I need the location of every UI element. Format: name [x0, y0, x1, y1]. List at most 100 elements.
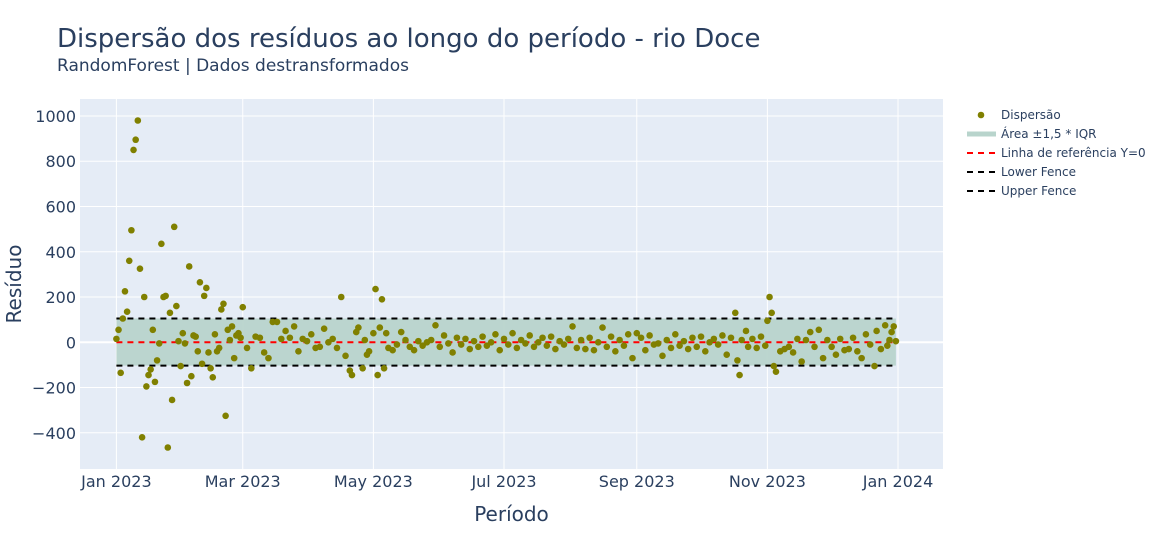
scatter-point	[569, 323, 576, 330]
scatter-point	[359, 364, 366, 372]
scatter-point	[316, 343, 324, 351]
scatter-point	[806, 328, 814, 336]
scatter-point	[134, 117, 142, 124]
scatter-point	[374, 371, 381, 379]
scatter-point	[200, 292, 208, 300]
scatter-point	[560, 341, 568, 348]
scatter-point	[877, 345, 885, 353]
scatter-point	[260, 349, 268, 356]
scatter-point	[436, 343, 444, 351]
scatter-point	[624, 331, 632, 338]
legend-item[interactable]: Lower Fence	[967, 165, 1076, 179]
scatter-point	[680, 337, 688, 345]
scatter-point	[361, 336, 369, 344]
scatter-point	[637, 334, 645, 342]
x-tick-label: Sep 2023	[599, 472, 675, 491]
y-tick-labels: 1000 800 600 400 200 0 −200 −400	[32, 107, 76, 443]
scatter-point	[522, 340, 529, 347]
legend-label: Dispersão	[1001, 108, 1061, 122]
scatter-point	[500, 335, 508, 343]
scatter-point	[475, 343, 482, 351]
scatter-point	[702, 348, 709, 355]
legend[interactable]: Dispersão Área ±1,5 * IQR Linha de referên…	[967, 108, 1146, 198]
scatter-point	[177, 362, 184, 370]
scatter-point	[320, 325, 328, 332]
scatter-point	[136, 265, 144, 273]
scatter-point	[663, 336, 671, 344]
scatter-point	[393, 341, 401, 348]
scatter-point	[462, 335, 469, 343]
scatter-point	[149, 326, 157, 334]
y-tick-label: 0	[66, 333, 76, 352]
scatter-point	[376, 324, 384, 331]
scatter-point	[832, 351, 840, 359]
scatter-point	[487, 338, 495, 346]
x-tick-labels: Jan 2023 Mar 2023 May 2023 Jul 2023 Sep 2023…	[80, 472, 933, 491]
scatter-point	[256, 334, 264, 342]
y-tick-label: 1000	[35, 107, 76, 126]
scatter-point	[667, 344, 675, 352]
scatter-point	[534, 338, 542, 346]
scatter-point	[237, 334, 244, 342]
scatter-point	[731, 309, 739, 317]
scatter-point	[552, 345, 559, 353]
scatter-point	[113, 335, 120, 343]
scatter-point	[742, 327, 750, 335]
scatter-point	[616, 336, 623, 344]
legend-label: Área ±1,5 * IQR	[1001, 126, 1097, 141]
scatter-point	[218, 306, 225, 313]
scatter-point	[170, 223, 178, 231]
scatter-point	[714, 341, 722, 348]
scatter-point	[449, 349, 456, 356]
scatter-point	[539, 334, 546, 342]
scatter-point	[181, 340, 189, 347]
scatter-point	[365, 348, 373, 355]
scatter-point	[564, 335, 572, 343]
scatter-point	[577, 336, 585, 344]
scatter-point	[211, 331, 219, 338]
legend-item[interactable]: Upper Fence	[967, 184, 1076, 198]
scatter-point	[749, 335, 756, 343]
x-axis-title: Período	[474, 502, 549, 526]
scatter-point	[198, 360, 206, 368]
scatter-point	[295, 348, 302, 355]
scatter-point	[115, 326, 122, 334]
scatter-point	[766, 293, 773, 301]
legend-item[interactable]: Dispersão	[977, 108, 1061, 122]
scatter-point	[402, 336, 409, 344]
scatter-point	[689, 334, 696, 342]
y-tick-label: 600	[45, 197, 76, 216]
scatter-point	[884, 342, 891, 349]
legend-label: Linha de referência Y=0	[1001, 146, 1146, 160]
scatter-point	[147, 366, 154, 373]
scatter-point	[290, 323, 298, 330]
scatter-point	[684, 345, 692, 353]
x-tick-label: Jul 2023	[470, 472, 536, 491]
chart-subtitle: RandomForest | Dados destransformados	[57, 56, 409, 76]
scatter-point	[153, 357, 161, 364]
scatter-point	[194, 348, 202, 355]
scatter-point	[329, 335, 336, 343]
scatter-point	[121, 288, 129, 295]
scatter-point	[871, 362, 878, 370]
scatter-point	[164, 444, 172, 451]
x-tick-label: Nov 2023	[729, 472, 806, 491]
scatter-point	[173, 302, 180, 310]
scatter-point	[526, 332, 534, 339]
scatter-point	[710, 335, 718, 343]
scatter-point	[226, 336, 234, 344]
scatter-point	[824, 336, 831, 344]
scatter-point	[633, 329, 641, 337]
scatter-point	[151, 378, 159, 386]
legend-item[interactable]: Área ±1,5 * IQR	[967, 126, 1097, 141]
scatter-point	[599, 324, 606, 331]
scatter-point	[620, 342, 628, 349]
scatter-point	[892, 337, 900, 345]
legend-item[interactable]: Linha de referência Y=0	[967, 146, 1146, 160]
legend-marker	[977, 111, 985, 119]
scatter-point	[757, 333, 765, 340]
scatter-point	[248, 364, 255, 372]
scatter-point	[881, 321, 889, 329]
scatter-point	[203, 284, 210, 292]
scatter-point	[654, 340, 662, 347]
